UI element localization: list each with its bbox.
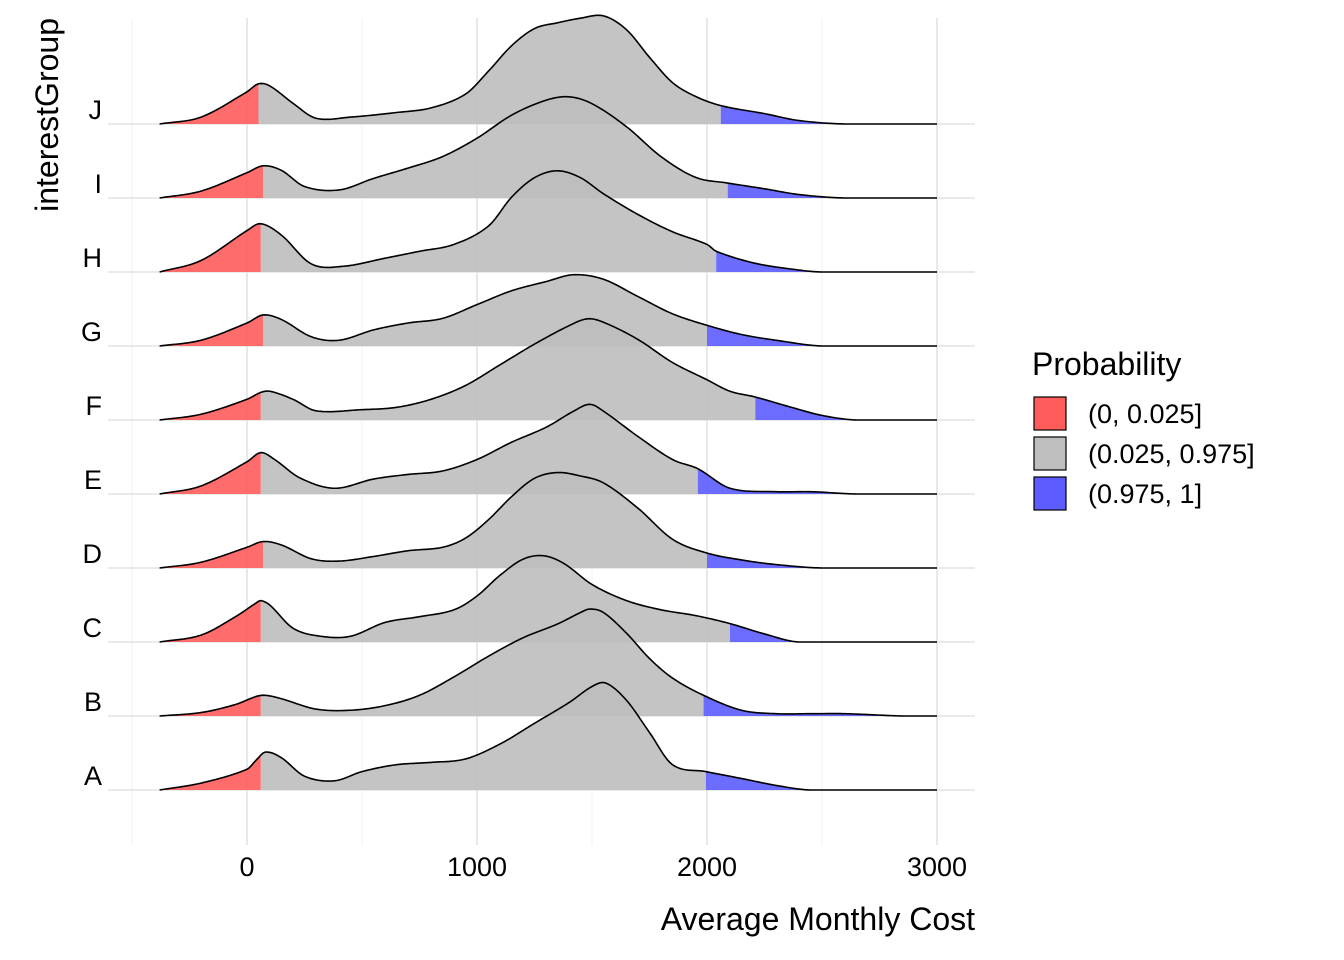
ridge-outline <box>159 681 937 791</box>
ridge-lower-tail <box>159 223 261 272</box>
y-tick-label-J: J <box>89 95 103 125</box>
ridge-upper-tail <box>705 771 937 790</box>
ridge-lower-tail <box>159 452 261 494</box>
legend-label-high: (0.975, 1] <box>1088 479 1202 509</box>
ridge-outline <box>159 169 937 273</box>
y-tick-labels: J I H G F E D C B A <box>81 95 102 791</box>
y-axis-title: interestGroup <box>29 18 65 212</box>
ridge-upper-tail <box>703 695 937 716</box>
ridge-G <box>159 273 937 347</box>
ridge-lower-tail <box>159 165 264 198</box>
x-tick-labels: 0 1000 2000 3000 <box>239 852 967 882</box>
ridge-lower-tail <box>159 695 261 716</box>
ridge-upper-tail <box>707 325 937 346</box>
ridge-A <box>159 681 937 791</box>
y-tick-label-H: H <box>83 243 103 273</box>
y-tick-label-I: I <box>94 169 102 199</box>
ridge-D <box>159 471 937 569</box>
ridge-lower-tail <box>159 755 261 790</box>
ridge-middle <box>263 96 728 198</box>
ridge-E <box>159 403 937 495</box>
ridges <box>159 14 937 791</box>
ridge-H <box>159 169 937 273</box>
legend: Probability (0, 0.025] (0.025, 0.975] (0… <box>1032 346 1255 511</box>
legend-label-low: (0, 0.025] <box>1088 399 1202 429</box>
ridge-upper-tail <box>730 623 937 642</box>
ridge-F <box>159 317 937 421</box>
legend-title: Probability <box>1032 346 1181 382</box>
legend-swatch-mid <box>1033 436 1067 471</box>
ridge-middle <box>260 170 717 272</box>
legend-label-mid: (0.025, 0.975] <box>1088 439 1255 469</box>
ridge-outline <box>159 403 937 495</box>
ridge-middle <box>263 472 707 568</box>
x-tick-label: 0 <box>239 852 254 882</box>
ridge-lower-tail <box>159 392 261 420</box>
x-tick-label: 2000 <box>677 852 737 882</box>
ridge-lower-tail <box>159 83 259 124</box>
y-tick-label-G: G <box>81 317 102 347</box>
x-tick-label: 1000 <box>447 852 507 882</box>
x-axis-title: Average Monthly Cost <box>661 901 975 937</box>
ridge-lower-tail <box>159 541 264 568</box>
ridge-upper-tail <box>727 183 937 198</box>
ridge-outline <box>159 317 937 421</box>
ridge-middle <box>263 274 707 346</box>
ridge-upper-tail <box>755 397 937 420</box>
y-tick-label-A: A <box>84 761 102 791</box>
ridge-outline <box>159 608 937 717</box>
y-tick-label-B: B <box>84 687 102 717</box>
x-tick-label: 3000 <box>907 852 967 882</box>
ridge-upper-tail <box>707 553 937 568</box>
legend-swatch-low <box>1033 396 1067 431</box>
ridge-outline <box>159 471 937 569</box>
ridge-middle <box>260 682 706 790</box>
ridge-outline <box>159 554 937 643</box>
y-tick-label-F: F <box>86 391 103 421</box>
ridge-outline <box>159 95 937 199</box>
ridge-upper-tail <box>697 468 937 494</box>
ridge-lower-tail <box>159 600 261 642</box>
y-tick-label-C: C <box>83 613 103 643</box>
ridge-outline <box>159 14 937 125</box>
ridge-middle <box>260 404 698 494</box>
ridge-outline <box>159 273 937 347</box>
legend-swatch-high <box>1033 476 1067 511</box>
ridge-lower-tail <box>159 314 264 346</box>
ridge-upper-tail <box>720 105 937 124</box>
y-tick-label-E: E <box>84 465 102 495</box>
ridge-middle <box>260 318 756 420</box>
ridge-J <box>159 14 937 125</box>
y-tick-label-D: D <box>83 539 103 569</box>
ridge-middle <box>258 15 721 124</box>
ridge-I <box>159 95 937 199</box>
